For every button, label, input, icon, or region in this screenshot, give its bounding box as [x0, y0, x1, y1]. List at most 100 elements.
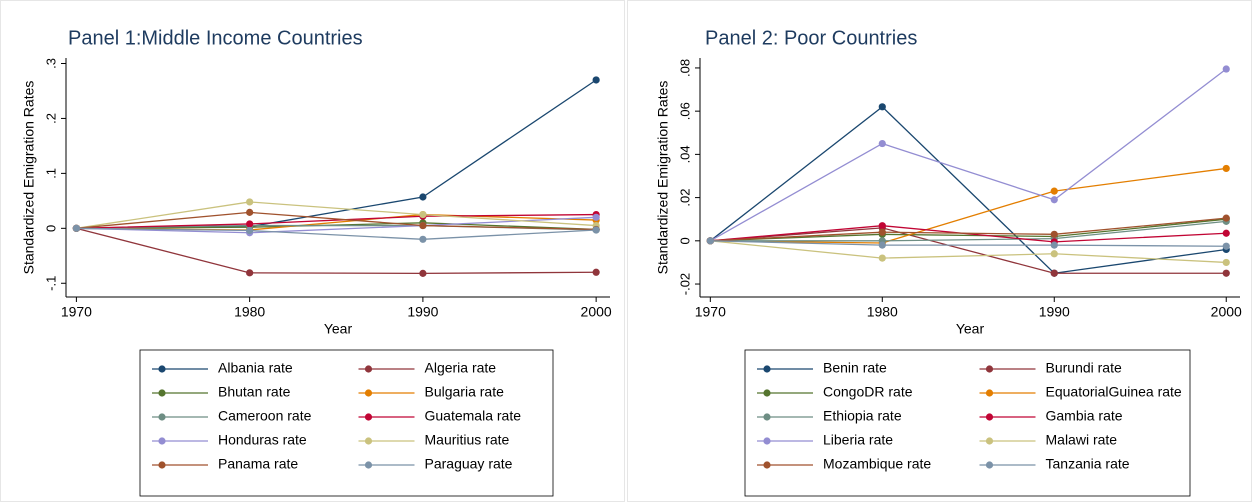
data-point [1222, 269, 1230, 277]
legend-label: Burundi rate [1046, 360, 1122, 376]
legend-label: CongoDR rate [823, 384, 913, 400]
data-point [419, 193, 427, 201]
legend-label: Malawi rate [1046, 432, 1118, 448]
legend-marker [364, 365, 373, 373]
series-line [76, 201, 597, 229]
data-point [1222, 229, 1230, 237]
y-axis-label: Standardized Emigration Rates [21, 81, 37, 275]
x-tick-label: 1990 [1039, 304, 1070, 320]
data-point [1050, 250, 1058, 258]
legend-label: Algeria rate [425, 360, 497, 376]
data-point [246, 269, 254, 277]
series-line [709, 105, 1227, 274]
series-line [76, 211, 597, 231]
legend-label: Gambia rate [1046, 408, 1123, 424]
series-line [710, 227, 1227, 274]
series-line [710, 217, 1227, 242]
series-line [710, 167, 1227, 244]
legend-marker [158, 413, 166, 421]
data-point [1050, 187, 1058, 195]
x-tick-label: 1980 [234, 304, 265, 320]
legend-box [139, 349, 554, 497]
data-point [1222, 65, 1230, 73]
data-point [1050, 230, 1058, 238]
y-tick-label: -.02 [677, 273, 692, 295]
x-tick-label: 1970 [695, 304, 726, 320]
legend-label: Bhutan rate [218, 384, 291, 400]
legend-label: Benin rate [823, 360, 887, 376]
data-point [419, 235, 427, 243]
series-line [709, 68, 1227, 242]
series-line [76, 213, 597, 229]
series-line [710, 220, 1227, 242]
x-tick-label: 1970 [61, 304, 92, 320]
legend-marker [985, 413, 994, 421]
data-point [72, 224, 80, 232]
x-tick-label: 1990 [407, 304, 438, 320]
legend-marker [763, 437, 771, 445]
data-point [592, 76, 600, 84]
legend-marker [158, 389, 166, 397]
legend-marker [158, 461, 166, 469]
data-point [1050, 241, 1058, 249]
series-line [710, 218, 1227, 242]
legend-label: Cameroon rate [218, 408, 312, 424]
y-tick-label: .1 [43, 168, 58, 179]
data-point [246, 226, 254, 235]
data-point [878, 222, 886, 230]
legend-marker [158, 437, 166, 445]
data-point [1222, 164, 1230, 173]
data-point [878, 228, 886, 236]
data-point [592, 213, 600, 221]
y-tick-label: .02 [677, 189, 692, 207]
data-point [1222, 214, 1230, 222]
data-point [419, 269, 427, 277]
legend-label: Mozambique rate [823, 456, 931, 472]
legend-marker [985, 437, 994, 445]
data-point [706, 237, 714, 245]
legend-marker [985, 365, 994, 373]
data-point [878, 241, 886, 249]
series-line [76, 227, 597, 275]
legend-label: Tanzania rate [1046, 456, 1130, 472]
series-line [76, 227, 597, 240]
legend-marker [364, 413, 373, 421]
data-point [878, 103, 886, 111]
data-point [1050, 269, 1058, 277]
data-point [246, 208, 254, 216]
data-point [246, 198, 254, 206]
legend-marker [364, 389, 373, 397]
data-point [878, 139, 886, 148]
legend-marker [763, 461, 771, 469]
x-tick-label: 2000 [1211, 304, 1242, 320]
legend-marker [364, 437, 373, 445]
data-point [1050, 196, 1058, 204]
legend-marker [985, 461, 994, 469]
chart-title: Panel 1:Middle Income Countries [68, 27, 363, 49]
legend-label: Panama rate [218, 456, 298, 472]
legend-label: Albania rate [218, 360, 293, 376]
y-tick-label: .2 [43, 113, 58, 124]
data-point [419, 210, 427, 219]
legend-label: Liberia rate [823, 432, 893, 448]
x-axis-label: Year [956, 321, 985, 337]
y-tick-label: -.1 [43, 276, 58, 291]
series-line [710, 240, 1227, 264]
data-point [419, 221, 427, 230]
y-tick-label: .08 [677, 59, 692, 77]
legend-label: Mauritius rate [425, 432, 510, 448]
y-axis-label: Standardized Emigration Rates [655, 81, 671, 275]
data-point [592, 268, 600, 276]
legend-label: Paraguay rate [425, 456, 513, 472]
data-point [1222, 258, 1230, 267]
legend-marker [763, 389, 771, 397]
chart-title: Panel 2: Poor Countries [705, 27, 917, 49]
data-point [592, 226, 600, 234]
legend-marker [763, 365, 771, 373]
series-line [710, 240, 1227, 247]
legend-box [744, 349, 1191, 497]
legend-label: EquatorialGuinea rate [1046, 384, 1182, 400]
y-tick-label: 0 [43, 225, 58, 232]
data-point [878, 254, 886, 262]
